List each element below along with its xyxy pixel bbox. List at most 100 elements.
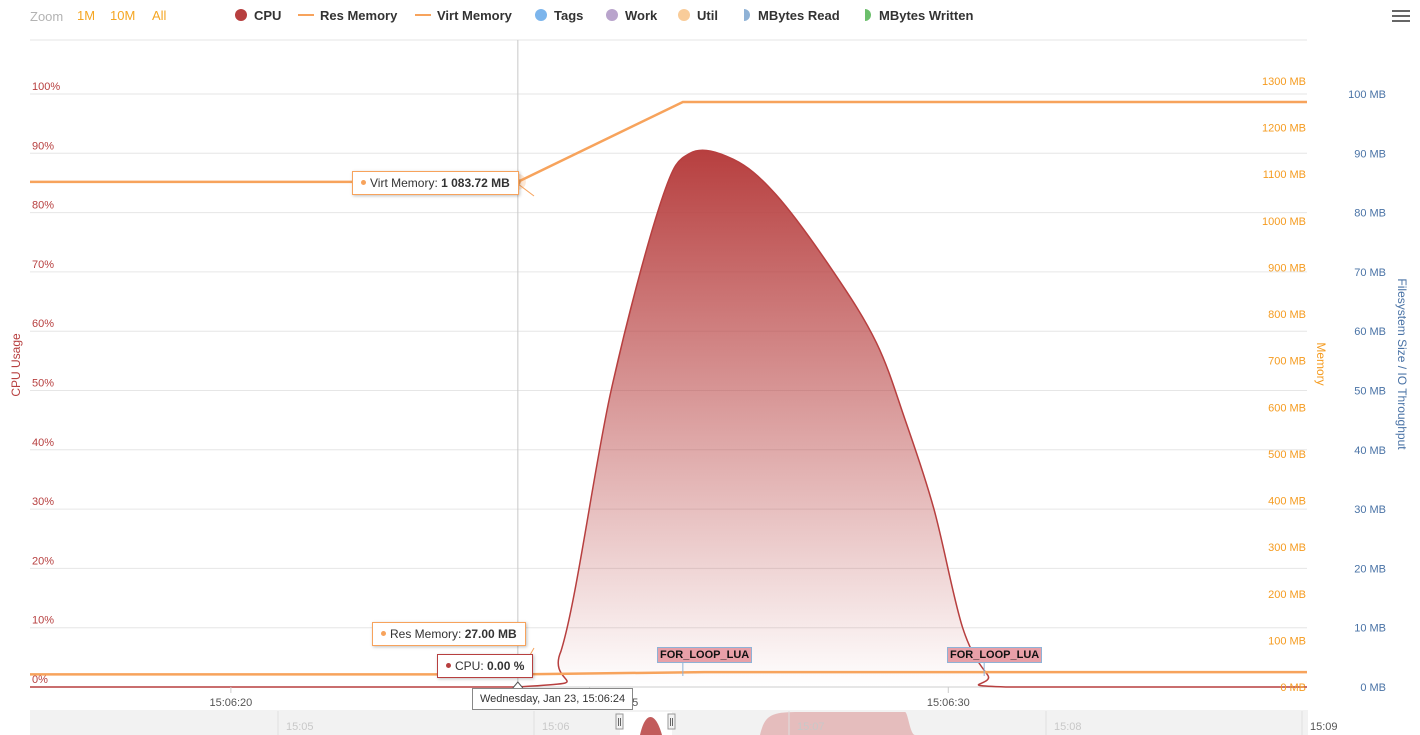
legend-mbytes-written[interactable]: MBytes Written [861,8,973,23]
chart-toolbar: Zoom 1M 10M All CPU Res Memory Virt Memo… [0,0,1420,34]
filesystem-axis-tick-label: 50 MB [1354,386,1386,398]
filesystem-axis-tick-label: 70 MB [1354,267,1386,279]
filesystem-axis-tick-label: 40 MB [1354,445,1386,457]
filesystem-axis-tick-label: 30 MB [1354,504,1386,516]
chart-axes: 0% 10% 20% 30% 40% 50% 60% 70% 80% 90% 100% 0 MB 100… [9,76,1409,709]
memory-axis-tick-label: 600 MB [1268,402,1306,414]
x-axis-tick-label: 15:06:20 [209,697,252,709]
legend-res-memory[interactable]: Res Memory [298,8,397,23]
cpu-axis-title: CPU Usage [9,333,23,397]
cpu-axis-tick-label: 10% [32,615,54,627]
filesystem-axis-tick-label: 90 MB [1354,148,1386,160]
memory-axis-tick-label: 1300 MB [1262,76,1306,88]
navigator-cpu-area-1 [640,716,662,735]
virt-memory-tooltip: Virt Memory: 1 083.72 MB [352,171,519,195]
navigator-tick-label: 15:09 [1310,721,1338,733]
legend-mbytes-written-label: MBytes Written [879,8,974,23]
filesystem-axis-tick-label: 80 MB [1354,208,1386,220]
memory-axis-tick-label: 100 MB [1268,635,1306,647]
virt-memory-line [30,100,1307,184]
navigator-mask-left [30,711,620,735]
cpu-axis-tick-label: 50% [32,378,54,390]
res-memory-tooltip-dot-icon [381,631,386,636]
cpu-legend-dot-icon [235,9,247,21]
legend-cpu[interactable]: CPU [235,8,281,23]
memory-axis-title: Memory [1314,342,1328,385]
chart-series [30,40,1307,689]
navigator-tick-label: 15:08 [1054,721,1082,733]
chart-menu-icon[interactable] [1392,10,1410,24]
legend-work-label: Work [625,8,658,23]
work-legend-dot-icon [606,9,618,21]
res-memory-tooltip-name: Res Memory [390,627,459,641]
memory-axis-tick-label: 400 MB [1268,496,1306,508]
zoom-label: Zoom [30,9,64,24]
x-axis-tick-label: 15:06:30 [927,697,970,709]
memory-axis-tick-label: 900 MB [1268,262,1306,274]
res-memory-line [30,670,1307,676]
mbytes-written-legend-half-icon [865,9,871,21]
cpu-axis-tick-label: 0% [32,674,48,686]
legend-work[interactable]: Work [606,8,657,23]
legend-tags[interactable]: Tags [535,8,583,23]
navigator-tick-label: 15:07 [797,721,825,733]
legend-virt-memory-label: Virt Memory [437,8,512,23]
filesystem-axis-tick-label: 10 MB [1354,623,1386,635]
cpu-axis-tick-label: 70% [32,259,54,271]
legend-util[interactable]: Util [678,8,718,23]
virt-memory-tooltip-value: 1 083.72 MB [441,176,510,190]
memory-axis-tick-label: 200 MB [1268,589,1306,601]
filesystem-axis-tick-label: 100 MB [1348,89,1386,101]
cpu-tooltip: CPU: 0.00 % [437,654,534,678]
legend-virt-memory[interactable]: Virt Memory [415,8,512,23]
tag-flag-1[interactable]: FOR_LOOP_LUA [657,647,753,663]
legend-cpu-label: CPU [254,8,282,23]
virt-memory-tooltip-name: Virt Memory [370,176,435,190]
memory-axis-tick-label: 700 MB [1268,356,1306,368]
memory-axis-tick-label: 500 MB [1268,449,1306,461]
memory-axis-tick-label: 300 MB [1268,542,1306,554]
legend-util-label: Util [697,8,718,23]
memory-axis-tick-label: 1100 MB [1263,169,1306,181]
memory-axis-tick-label: 1000 MB [1262,216,1306,228]
navigator-handle-right[interactable] [667,713,676,730]
res-memory-tooltip: Res Memory: 27.00 MB [372,622,526,646]
legend-res-memory-label: Res Memory [320,8,398,23]
navigator-handle-left[interactable] [615,713,624,730]
filesystem-axis-tick-label: 20 MB [1354,563,1386,575]
filesystem-axis-tick-label: 60 MB [1354,326,1386,338]
virt-memory-tooltip-dot-icon [361,180,366,185]
zoom-all-button[interactable]: All [152,8,167,23]
cpu-tooltip-value: 0.00 % [487,659,525,673]
legend-tags-label: Tags [554,8,584,23]
cpu-axis-tick-label: 30% [32,496,54,508]
cpu-axis-tick-label: 90% [32,140,54,152]
navigator[interactable]: 15:05 15:06 15:07 15:08 15:09 [30,710,1338,735]
zoom-1m-button[interactable]: 1M [77,8,96,23]
cpu-axis-tick-label: 20% [32,555,54,567]
cpu-axis-tick-label: 60% [32,318,54,330]
cpu-tooltip-name: CPU [455,659,481,673]
filesystem-axis-tick-label: 0 MB [1360,682,1386,694]
mbytes-read-legend-half-icon [744,9,750,21]
navigator-tick-label: 15:06 [542,721,570,733]
memory-axis-tick-label: 800 MB [1268,309,1306,321]
filesystem-axis-title: Filesystem Size / IO Throughput [1395,278,1409,450]
cpu-axis-tick-label: 100% [32,81,60,93]
memory-axis-tick-label: 0 MB [1280,682,1306,694]
navigator-tick-label: 15:05 [286,721,314,733]
zoom-10m-button[interactable]: 10M [110,8,136,23]
navigator-cpu-area-2 [760,712,915,735]
tag-flag-2[interactable]: FOR_LOOP_LUA [947,647,1043,663]
x-crosshair-time-label: Wednesday, Jan 23, 15:06:24 [472,688,634,710]
cpu-axis-tick-label: 80% [32,200,54,212]
cpu-tooltip-dot-icon [446,663,451,668]
legend-mbytes-read-label: MBytes Read [758,8,840,23]
virt-memory-legend-line-icon [415,14,431,16]
legend-mbytes-read[interactable]: MBytes Read [740,8,840,23]
res-memory-tooltip-value: 27.00 MB [464,627,517,641]
cpu-area [30,150,1307,687]
res-memory-legend-line-icon [298,14,314,16]
memory-axis-tick-label: 1200 MB [1262,123,1306,135]
